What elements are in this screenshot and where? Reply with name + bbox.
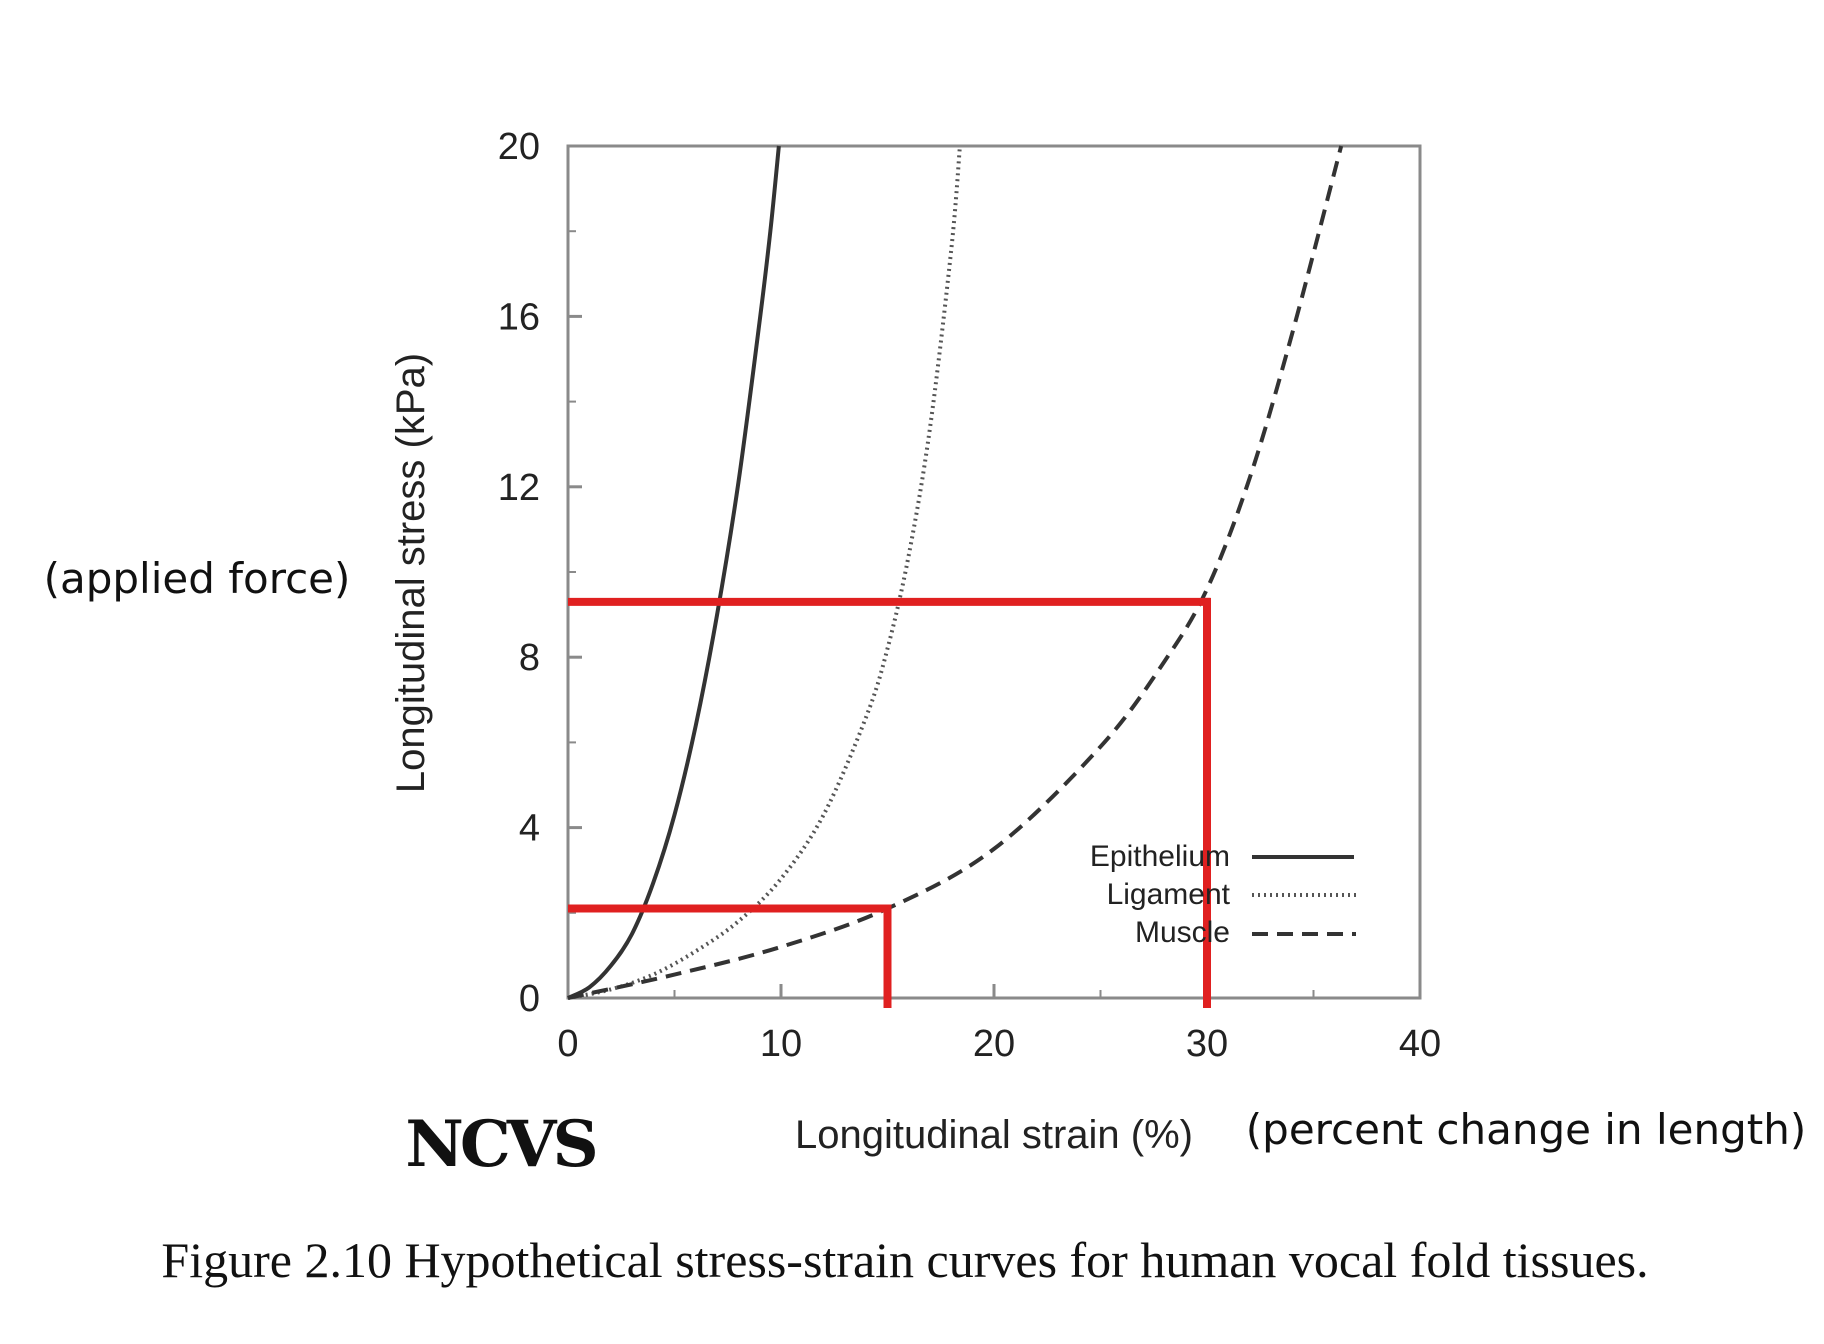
series-ligament (567, 145, 962, 1000)
series-epithelium (567, 145, 781, 1000)
percent-change-note: (percent change in length) (1246, 1105, 1806, 1154)
x-axis: 0 10 20 30 40 (557, 984, 1441, 1065)
x-axis-label: Longitudinal strain (%) (795, 1113, 1193, 1157)
x-tick-label-10: 10 (760, 1023, 802, 1065)
y-tick-label-8: 8 (519, 637, 540, 679)
y-tick-label-0: 0 (519, 978, 540, 1020)
x-tick-label-20: 20 (973, 1023, 1015, 1065)
legend: Epithelium Ligament Muscle (1090, 840, 1356, 949)
y-axis-label: Longitudinal stress (kPa) (389, 353, 433, 793)
x-tick-label-0: 0 (557, 1023, 578, 1065)
applied-force-note: (applied force) (44, 554, 351, 603)
y-axis: 0 4 8 12 16 20 (498, 126, 582, 1020)
legend-label-ligament: Ligament (1107, 878, 1231, 911)
ncvs-logo: NCVS (405, 1107, 595, 1182)
x-tick-label-30: 30 (1186, 1023, 1228, 1065)
legend-label-epithelium: Epithelium (1090, 840, 1230, 873)
y-tick-label-20: 20 (498, 126, 540, 168)
series-layer (567, 145, 1344, 1000)
figure-caption: Figure 2.10 Hypothetical stress-strain c… (161, 1232, 1648, 1288)
x-tick-label-40: 40 (1399, 1023, 1441, 1065)
annotation-layer (568, 597, 1211, 1008)
y-tick-label-12: 12 (498, 467, 540, 509)
y-tick-label-16: 16 (498, 296, 540, 338)
y-tick-label-4: 4 (519, 808, 540, 850)
legend-label-muscle: Muscle (1135, 916, 1230, 949)
series-muscle (567, 145, 1344, 1000)
